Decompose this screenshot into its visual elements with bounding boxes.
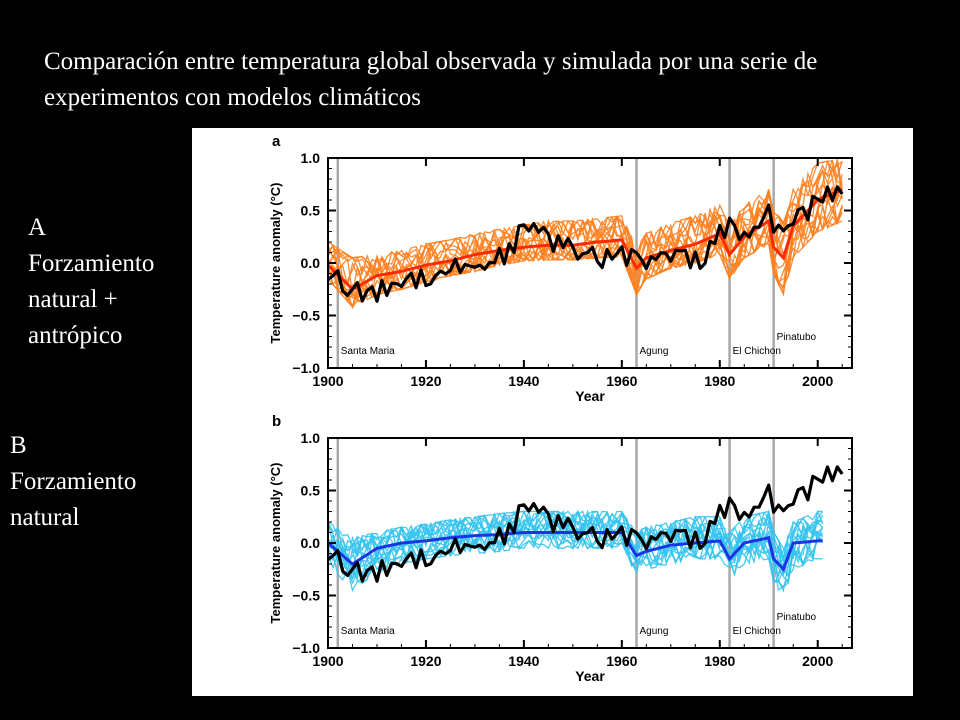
- eruption-label: Santa Maria: [341, 346, 395, 357]
- label-panel-b: B Forzamiento natural: [10, 428, 190, 536]
- y-axis-label: Temperature anomaly (°C): [268, 183, 283, 344]
- panel-letter: a: [272, 133, 281, 150]
- ensemble-member-line: [327, 518, 824, 579]
- x-tick-label: 1900: [312, 653, 343, 669]
- panel-letter: b: [272, 413, 281, 430]
- label-panel-a: A Forzamiento natural + antrópico: [28, 210, 193, 354]
- x-tick-label: 1960: [606, 653, 637, 669]
- label-panel-b-text: Forzamiento natural: [10, 468, 137, 531]
- eruption-label: Agung: [640, 626, 669, 637]
- y-tick-label: −0.5: [292, 308, 320, 324]
- x-tick-label: 1900: [312, 373, 343, 389]
- x-tick-label: 1960: [606, 373, 637, 389]
- y-tick-label: 0.5: [301, 203, 321, 219]
- x-tick-label: 1920: [410, 373, 441, 389]
- ensemble-member-line: [327, 522, 824, 592]
- eruption-label: El Chichon: [733, 626, 781, 637]
- ensemble-member-line: [327, 509, 824, 561]
- eruption-label: Santa Maria: [341, 626, 395, 637]
- eruption-label: Agung: [640, 346, 669, 357]
- ensemble-member-line: [327, 165, 843, 282]
- x-axis-label: Year: [575, 668, 605, 684]
- y-tick-label: 0.0: [301, 535, 321, 551]
- eruption-label: Pinatubo: [777, 612, 817, 623]
- x-axis-label: Year: [575, 388, 605, 404]
- ensemble-mean-line: [326, 188, 843, 292]
- eruption-label: Pinatubo: [777, 332, 817, 343]
- y-axis-label: Temperature anomaly (°C): [268, 463, 283, 624]
- label-panel-a-text: Forzamiento natural + antrópico: [28, 250, 155, 349]
- y-tick-label: −1.0: [292, 360, 320, 376]
- ensemble-member-line: [327, 189, 843, 304]
- observed-temperature-line: [327, 185, 844, 303]
- y-tick-label: 1.0: [301, 430, 321, 446]
- x-tick-label: 2000: [802, 653, 833, 669]
- y-tick-label: −0.5: [292, 588, 320, 604]
- ensemble-member-line: [327, 205, 843, 310]
- label-panel-a-letter: A: [28, 214, 47, 241]
- slide-title: Comparación entre temperatura global obs…: [44, 48, 818, 111]
- ensemble-member-line: [327, 158, 843, 283]
- y-tick-label: −1.0: [292, 640, 320, 656]
- x-tick-label: 1980: [704, 373, 735, 389]
- figure-panel: a 1.0 0.5 0.0 −0.5 −1.0 1900 1920 1940 1960 1980 20…: [192, 128, 913, 696]
- x-tick-label: 1980: [704, 653, 735, 669]
- eruption-label: El Chichon: [733, 346, 781, 357]
- x-tick-label: 1920: [410, 653, 441, 669]
- x-tick-label: 1940: [508, 373, 539, 389]
- y-tick-label: 0.5: [301, 483, 321, 499]
- label-panel-b-letter: B: [10, 432, 27, 459]
- observed-temperature-line: [327, 465, 844, 583]
- ensemble-member-line: [327, 530, 824, 589]
- x-tick-label: 2000: [802, 373, 833, 389]
- x-tick-label: 1940: [508, 653, 539, 669]
- ensemble-member-line: [327, 160, 843, 275]
- y-tick-label: 0.0: [301, 255, 321, 271]
- y-tick-label: 1.0: [301, 150, 321, 166]
